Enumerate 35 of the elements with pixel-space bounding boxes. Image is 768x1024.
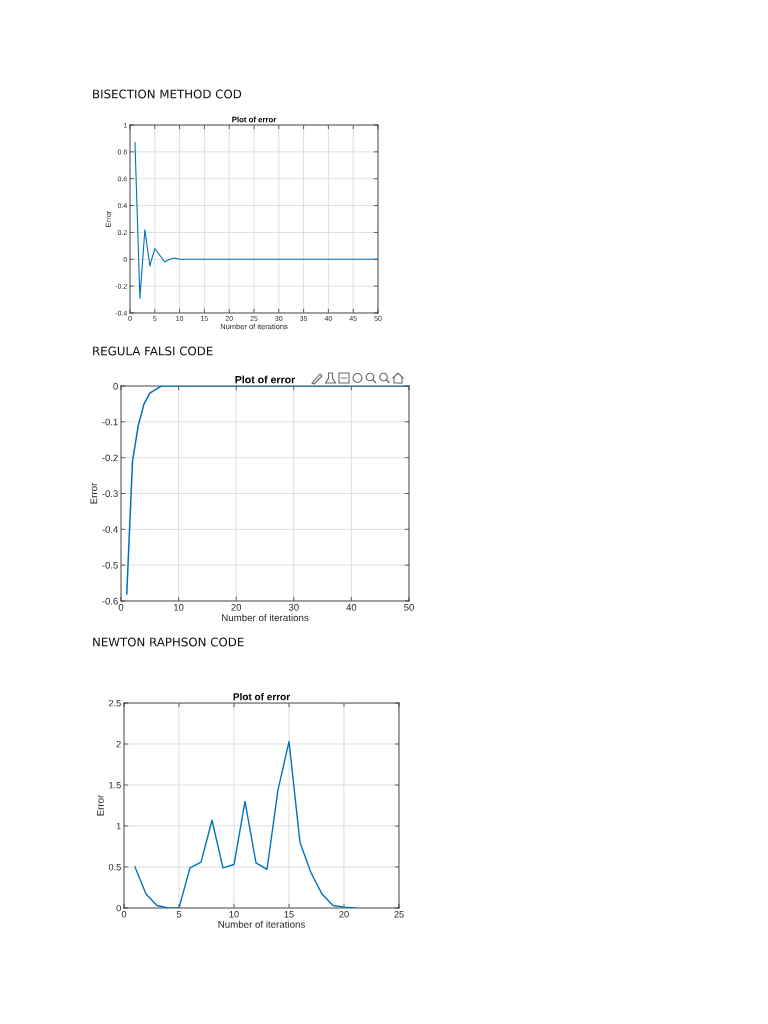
chart-subtitle: Plot of error [235, 375, 296, 384]
x-tick-label: 50 [404, 604, 414, 611]
y-tick-label: -0.6 [102, 597, 118, 605]
x-tick-label: 10 [174, 604, 184, 611]
x-tick-label: 5 [176, 911, 182, 918]
line-series [125, 386, 409, 595]
x-tick-label: 15 [284, 911, 294, 918]
x-axis-title: Number of iterations [218, 920, 305, 928]
y-tick-label: 0 [116, 904, 121, 912]
chart-title: REGULA FALSI CODE [93, 346, 213, 356]
y-tick-label: 0 [113, 382, 118, 390]
y-tick-label: 1 [116, 823, 121, 830]
chart-subtitle: Plot of error [233, 692, 290, 701]
y-tick-label: 2.5 [108, 699, 121, 707]
line-series [134, 141, 378, 299]
x-tick-label: 20 [339, 911, 349, 918]
x-tick-label: 10 [229, 911, 239, 918]
x-tick-label: 20 [231, 604, 242, 611]
x-axis-title: Number of iterations [222, 613, 309, 622]
y-tick-label: 2 [116, 740, 121, 748]
y-tick-label: 0.5 [108, 863, 121, 871]
line-series [134, 740, 356, 908]
y-tick-label: -0.1 [102, 418, 118, 426]
y-tick-label: 1.5 [109, 782, 121, 789]
y-tick-label: -0.5 [102, 561, 118, 569]
y-axis-title: Error [97, 794, 104, 816]
x-tick-label: 25 [394, 911, 404, 918]
y-tick-label: -0.3 [102, 490, 118, 498]
x-tick-label: 30 [288, 604, 299, 611]
chart-title: NEWTON RAPHSON CODE [93, 637, 244, 647]
y-tick-label: -0.2 [102, 454, 118, 462]
chart-title: BISECTION METHOD COD [93, 89, 242, 99]
y-axis-title: Error [90, 482, 98, 504]
x-tick-label: 40 [346, 604, 357, 611]
y-tick-label: -0.4 [102, 526, 118, 533]
